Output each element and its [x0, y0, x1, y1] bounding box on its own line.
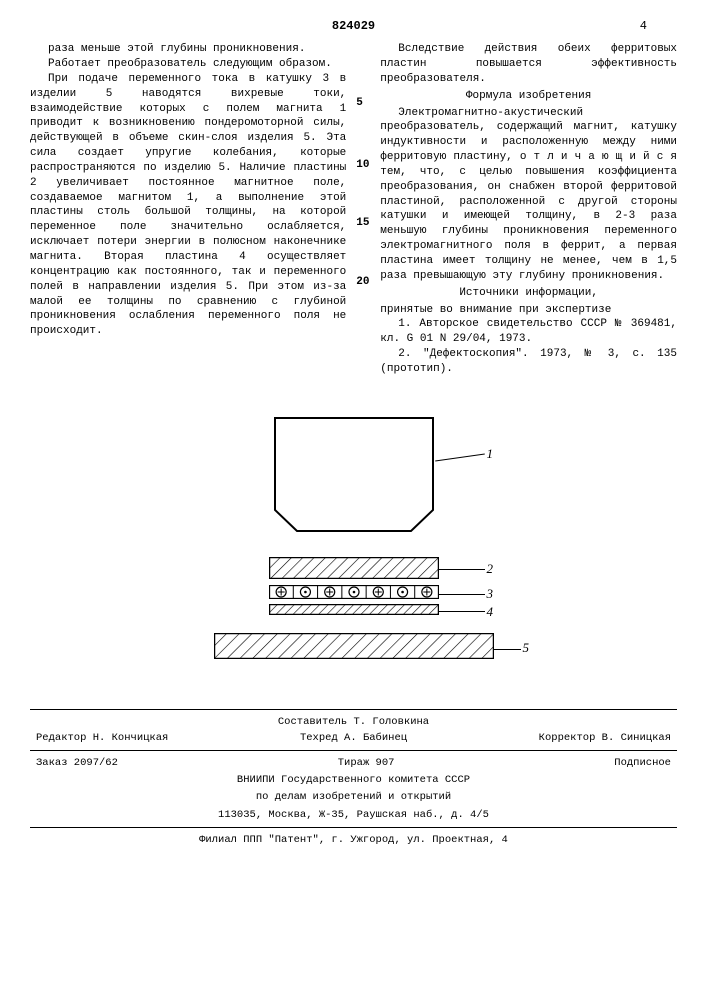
corrector: Корректор В. Синицкая	[539, 731, 671, 745]
figure-coil	[269, 585, 439, 599]
figure-plate-4	[269, 604, 439, 615]
label-line-2	[439, 569, 485, 570]
line-num-10: 10	[356, 158, 369, 173]
footer: Филиал ППП "Патент", г. Ужгород, ул. Про…	[30, 833, 677, 847]
figure: 1 2 3 4 5	[179, 417, 529, 659]
label-line-4	[439, 611, 485, 612]
line-num-5: 5	[356, 96, 363, 111]
figure-magnet	[274, 417, 434, 532]
podpis: Подписное	[614, 756, 671, 770]
formula-post: тем, что, с целью повышения коэффициента…	[380, 166, 677, 282]
sources-title: Источники информации,	[380, 286, 677, 301]
line-num-15: 15	[356, 216, 369, 231]
techred: Техред А. Бабинец	[300, 731, 407, 745]
label-3: 3	[487, 585, 494, 603]
addr: 113035, Москва, Ж-35, Раушская наб., д. …	[30, 808, 677, 822]
line-num-20: 20	[356, 275, 369, 290]
sources-sub: принятые во внимание при экспертизе	[380, 303, 677, 318]
formula-spaced: о т л и ч а ю щ и й с я	[520, 151, 677, 163]
credits-block: Составитель Т. Головкина Редактор Н. Кон…	[30, 709, 677, 847]
compiler: Составитель Т. Головкина	[30, 715, 677, 729]
left-column: раза меньше этой глубины проникновения. …	[30, 42, 346, 377]
figure-plate-2	[269, 557, 439, 579]
left-para-3: При подаче переменного тока в катушку 3 …	[30, 72, 346, 339]
editor: Редактор Н. Кончицкая	[36, 731, 168, 745]
left-para-1: раза меньше этой глубины проникновения.	[30, 42, 346, 57]
org1: ВНИИПИ Государственного комитета СССР	[30, 773, 677, 787]
src1: 1. Авторское свидетельство СССР № 369481…	[380, 317, 677, 347]
patent-number: 824029	[30, 18, 677, 34]
label-2: 2	[487, 560, 494, 578]
order: Заказ 2097/62	[36, 756, 118, 770]
label-line-5	[493, 649, 521, 650]
right-para-1: Вследствие действия обеих ферритовых пла…	[380, 42, 677, 87]
label-line-1	[435, 453, 485, 461]
figure-plate-5	[214, 633, 494, 659]
org2: по делам изобретений и открытий	[30, 790, 677, 804]
text-columns: раза меньше этой глубины проникновения. …	[30, 42, 677, 377]
right-para-formula: Электромагнитно-акустический преобразова…	[380, 106, 677, 284]
tirage: Тираж 907	[338, 756, 395, 770]
src2: 2. "Дефектоскопия". 1973, № 3, с. 135 (п…	[380, 347, 677, 377]
right-column: 5 10 15 20 Вследствие действия обеих фер…	[360, 42, 677, 377]
label-1: 1	[487, 445, 494, 463]
page-number: 4	[640, 18, 647, 34]
formula-title: Формула изобретения	[380, 89, 677, 104]
label-5: 5	[523, 639, 530, 657]
left-para-2: Работает преобразователь следующим образ…	[30, 57, 346, 72]
label-line-3	[439, 594, 485, 595]
label-4: 4	[487, 603, 494, 621]
